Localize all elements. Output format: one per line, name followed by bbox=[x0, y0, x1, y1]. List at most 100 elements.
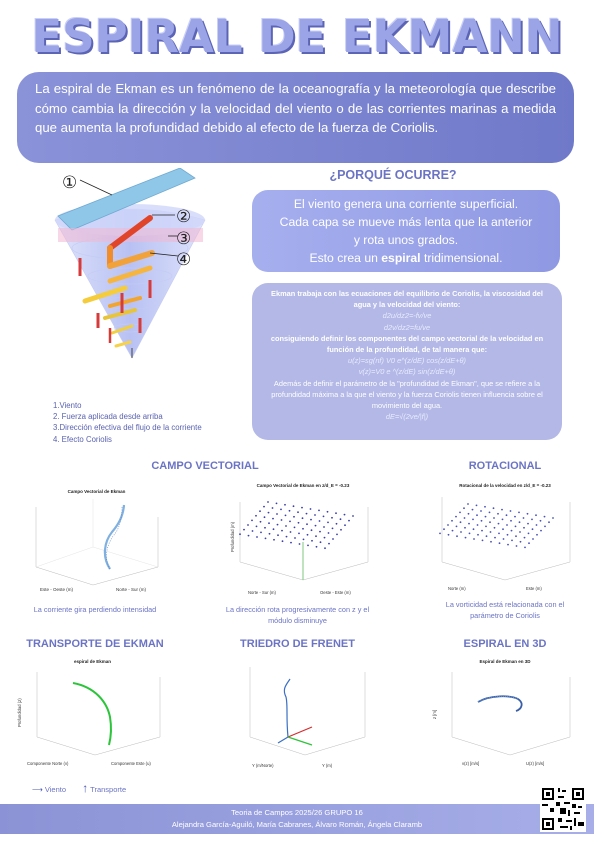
caption-campo: La corriente gira perdiendo intensidad bbox=[25, 605, 165, 616]
vector-point bbox=[451, 520, 453, 522]
vector-point bbox=[327, 522, 329, 524]
vector-point bbox=[267, 501, 269, 503]
plot6-title: Espiral de Ekman en 3D bbox=[430, 659, 580, 664]
vector-point bbox=[464, 517, 466, 519]
vector-point bbox=[469, 533, 471, 535]
vector-point bbox=[473, 538, 475, 540]
vector-point bbox=[344, 524, 346, 526]
vector-point bbox=[328, 532, 330, 534]
vector-point bbox=[344, 514, 346, 516]
vector-point bbox=[320, 541, 322, 543]
vector-point bbox=[248, 535, 250, 537]
vector-point bbox=[520, 541, 522, 543]
vector-point bbox=[302, 517, 304, 519]
marker-2: ② bbox=[176, 207, 191, 227]
vector-point bbox=[501, 509, 503, 511]
vector-point bbox=[477, 534, 479, 536]
vector-point bbox=[455, 516, 457, 518]
section-triedro: TRIEDRO DE FRENET bbox=[225, 638, 370, 650]
plot1-ylabel: Norte - Sur (m) bbox=[116, 587, 147, 592]
vector-point bbox=[528, 533, 530, 535]
plot-triedro: Y (m/Norte) Y (m) bbox=[230, 657, 375, 772]
eq-paragraph-1: Ekman trabaja con las ecuaciones del equ… bbox=[262, 288, 552, 310]
eq-paragraph-2: consiguiendo definir los componentes del… bbox=[262, 333, 552, 355]
legend-item-2: 2. Fuerza aplicada desde arriba bbox=[53, 411, 202, 422]
porque-box: El viento genera una corriente superfici… bbox=[252, 190, 560, 272]
vector-point bbox=[476, 505, 478, 507]
vector-point bbox=[510, 510, 512, 512]
plot4-ylabel: Componente Este (u) bbox=[111, 761, 151, 766]
vector-point bbox=[527, 513, 529, 515]
plot-campo-plano: Campo Vectorial de Ekman en z/d_E = -0.2… bbox=[228, 482, 378, 602]
vector-point bbox=[498, 533, 500, 535]
section-transporte: TRANSPORTE DE EKMAN bbox=[15, 638, 175, 650]
vector-point bbox=[255, 515, 257, 517]
porque-line-1: El viento genera una corriente superfici… bbox=[256, 195, 556, 213]
vector-point bbox=[481, 520, 483, 522]
vector-point bbox=[527, 523, 529, 525]
vector-point bbox=[502, 519, 504, 521]
vector-point bbox=[519, 531, 521, 533]
vector-point bbox=[524, 537, 526, 539]
vector-point bbox=[523, 527, 525, 529]
vector-point bbox=[524, 547, 526, 549]
vector-point bbox=[510, 520, 512, 522]
vector-point bbox=[473, 528, 475, 530]
vector-point bbox=[528, 542, 530, 544]
vector-point bbox=[519, 521, 521, 523]
vector-point bbox=[272, 507, 274, 509]
vector-point bbox=[507, 534, 509, 536]
vector-point bbox=[293, 516, 295, 518]
marker-1: ① bbox=[62, 173, 77, 193]
vector-point bbox=[340, 518, 342, 520]
vector-point bbox=[327, 511, 329, 513]
vector-point bbox=[306, 523, 308, 525]
vector-point bbox=[277, 534, 279, 536]
vector-point bbox=[515, 535, 517, 537]
vector-point bbox=[523, 517, 525, 519]
plot5-xlabel: Y (m/Norte) bbox=[252, 763, 274, 768]
legend-item-3: 3.Dirección efectiva del flujo de la cor… bbox=[53, 422, 202, 433]
vector-point bbox=[486, 535, 488, 537]
plot-transporte: espiral de Ekman Profundidad (z) Compone… bbox=[15, 657, 170, 772]
qr-code-icon[interactable] bbox=[540, 786, 586, 832]
vector-point bbox=[314, 514, 316, 516]
vector-point bbox=[480, 510, 482, 512]
plot2-ylabel: Oeste - Este (m) bbox=[320, 590, 351, 595]
vector-point bbox=[477, 524, 479, 526]
vector-point bbox=[247, 524, 249, 526]
legend-viento: Viento bbox=[45, 785, 66, 794]
vector-point bbox=[494, 537, 496, 539]
vector-point bbox=[298, 533, 300, 535]
vector-point bbox=[297, 511, 299, 513]
vector-point bbox=[273, 539, 275, 541]
vector-point bbox=[332, 538, 334, 540]
vector-point bbox=[268, 522, 270, 524]
vector-point bbox=[310, 508, 312, 510]
vector-point bbox=[280, 509, 282, 511]
vector-point bbox=[468, 523, 470, 525]
vector-point bbox=[460, 521, 462, 523]
vector-point bbox=[268, 512, 270, 514]
equation-3: u(z)=sg(nf) V0 e^(z/dE) cos(z/dE+θ) bbox=[262, 355, 552, 366]
footer: Teoria de Campos 2025/26 GRUPO 16 Alejan… bbox=[0, 804, 594, 834]
vector-point bbox=[493, 507, 495, 509]
vector-point bbox=[439, 533, 441, 535]
vector-point bbox=[472, 509, 474, 511]
vector-point bbox=[456, 535, 458, 537]
caption-campo-plano: La dirección rota progresivamente con z … bbox=[225, 605, 370, 626]
vector-point bbox=[485, 526, 487, 528]
vector-point bbox=[335, 512, 337, 514]
plot1-title: Campo Vectorial de Ekman bbox=[18, 489, 175, 494]
vector-point bbox=[463, 507, 465, 509]
arrow-up-icon: ↑ bbox=[82, 781, 88, 795]
vector-point bbox=[315, 525, 317, 527]
vector-point bbox=[468, 513, 470, 515]
vector-point bbox=[544, 516, 546, 518]
vector-point bbox=[489, 512, 491, 514]
intro-box: La espiral de Ekman es un fenómeno de la… bbox=[17, 72, 574, 163]
vector-point bbox=[484, 506, 486, 508]
vector-point bbox=[476, 514, 478, 516]
caption-rotacional: La vorticidad está relacionada con el pa… bbox=[430, 600, 580, 621]
vector-point bbox=[323, 516, 325, 518]
